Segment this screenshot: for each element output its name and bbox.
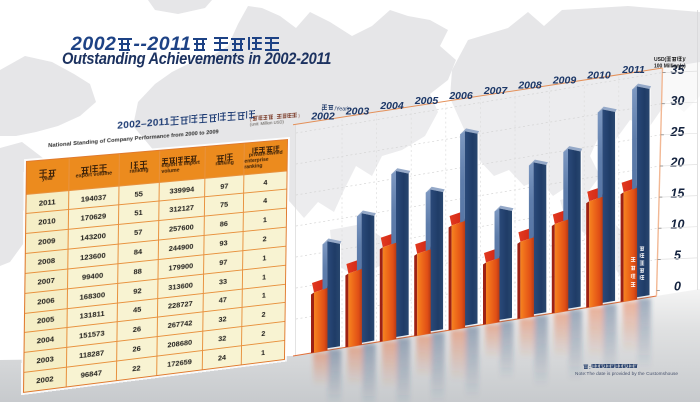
svg-text:35: 35 (671, 63, 686, 77)
svg-text:/Year): /Year) (335, 107, 350, 113)
svg-text:2011: 2011 (621, 64, 645, 76)
svg-text:2009: 2009 (552, 74, 577, 86)
svg-text:2006: 2006 (448, 90, 473, 102)
svg-text:100 Million(s): 100 Million(s) (654, 64, 686, 70)
svg-text:10: 10 (671, 218, 685, 232)
svg-text:0: 0 (674, 279, 681, 293)
svg-text:)/: )/ (683, 57, 687, 63)
svg-text:15: 15 (671, 187, 686, 201)
svg-text:2007: 2007 (483, 85, 509, 97)
svg-text:25: 25 (670, 125, 686, 139)
svg-text:(: ( (322, 107, 324, 113)
svg-text:30: 30 (671, 94, 685, 108)
svg-text:2002: 2002 (310, 111, 335, 123)
svg-text:5: 5 (674, 248, 682, 262)
svg-text:2003: 2003 (345, 105, 370, 117)
svg-text:USD(: USD( (654, 57, 667, 63)
svg-text:2005: 2005 (414, 95, 439, 107)
svg-text:2010: 2010 (586, 69, 611, 81)
svg-text:2004: 2004 (379, 100, 404, 112)
svg-text:Note:The date is provided by t: Note:The date is provided by the Customs… (575, 371, 678, 376)
svg-text::: : (589, 365, 591, 371)
svg-text:2008: 2008 (517, 80, 542, 92)
svg-text:20: 20 (670, 156, 685, 170)
